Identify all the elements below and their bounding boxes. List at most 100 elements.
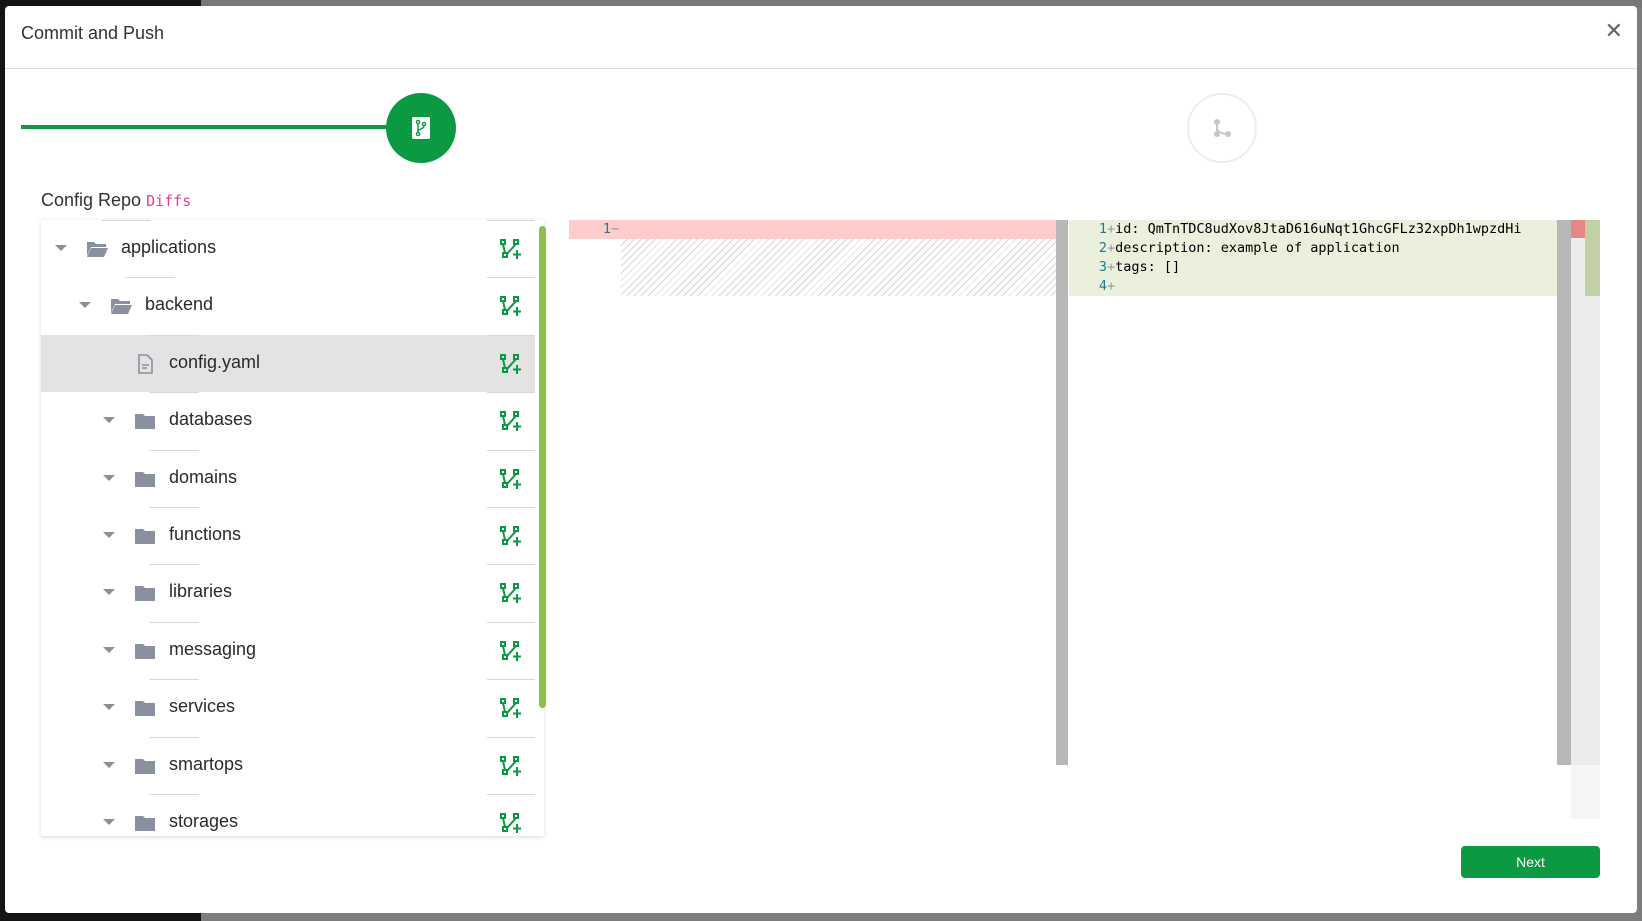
line-text: tags: [] [1115,259,1181,275]
section-title-text: Config Repo [41,190,142,210]
git-branch-plus-icon[interactable] [499,295,523,317]
tree-item-label: domains [169,466,238,487]
git-branch-plus-icon[interactable] [499,582,523,604]
tree-item-label: messaging [169,638,257,659]
tree-item-smartops[interactable]: smartops [41,736,535,794]
diff-marker: + [1107,221,1116,237]
row-divider [487,736,535,738]
row-divider [149,679,199,681]
diff-scrollbar[interactable] [1557,220,1571,819]
file-icon [133,353,157,375]
tree-item-label: functions [169,524,242,544]
file-tree: applications backend config.yaml databases d… [41,220,544,836]
git-branch-plus-icon[interactable] [499,525,523,547]
git-branch-plus-icon[interactable] [499,755,523,777]
git-branch-icon [412,117,430,139]
folder-icon [133,468,157,490]
tree-item-label: storages [169,811,239,831]
git-branch-plus-icon[interactable] [499,468,523,490]
row-divider [125,277,175,279]
diff-original-pane: 1− [569,220,1056,819]
expand-caret-icon[interactable] [55,245,67,251]
tree-item-label: libraries [169,581,233,602]
row-divider [487,564,535,566]
diff-placeholder-hatch [621,239,1056,296]
section-title: Config Repo Diffs [41,190,191,211]
tree-item-label: smartops [169,753,244,774]
row-divider [487,220,535,221]
git-merge-icon [1214,119,1231,137]
diff-line: 1+id: QmTnTDC8udXov8JtaD616uNqt1GhcGFLz3… [1069,220,1557,239]
diff-marker: + [1107,278,1116,294]
tree-item-label: applications [121,237,217,257]
expand-caret-icon[interactable] [103,589,115,596]
diff-editor: 1− 1+id: QmTnTDC8udXov8JtaD616uNqt1GhcGF… [569,220,1600,819]
row-divider [487,621,535,623]
expand-caret-icon[interactable] [103,761,115,768]
tree-item-label: services [169,696,236,717]
tree-item-services[interactable]: services [41,679,535,736]
git-branch-plus-icon[interactable] [499,640,523,662]
step-1-active[interactable] [386,93,456,163]
step-2-pending[interactable] [1187,93,1257,163]
row-divider [149,334,199,336]
tree-item-libraries[interactable]: libraries [41,564,535,621]
background-overlay [201,0,1642,8]
tree-item-label: config.yaml [169,351,261,372]
row-divider [149,621,199,623]
row-divider [149,449,199,451]
expand-caret-icon[interactable] [103,417,115,424]
row-divider [149,564,199,566]
row-divider [101,220,151,221]
tree-item-label: backend [145,294,214,315]
line-number: 1 [1098,221,1107,237]
close-icon[interactable]: ✕ [1604,18,1623,43]
dialog-header: Commit and Push ✕ [5,6,1637,69]
expand-caret-icon[interactable] [103,819,115,825]
diff-line: 4+ [1069,277,1557,296]
tree-item-domains[interactable]: domains [41,449,535,507]
line-number: 1 [602,221,611,237]
folder-icon [133,525,157,547]
git-branch-plus-icon[interactable] [499,238,523,260]
row-divider [149,736,199,738]
line-text: description: example of application [1115,240,1400,256]
diff-overview-ruler [1571,220,1600,819]
stepper-progress [21,125,389,129]
expand-caret-icon[interactable] [103,532,115,538]
folder-icon [133,755,157,777]
tree-item-storages[interactable]: storages [41,794,535,836]
tree-item-databases[interactable]: databases [41,392,535,449]
tree-item-applications[interactable]: applications [41,220,535,277]
expand-caret-icon[interactable] [103,646,115,653]
expand-caret-icon[interactable] [79,302,91,309]
folder-open-icon [85,238,109,260]
expand-caret-icon[interactable] [103,704,115,711]
tree-item-config-yaml[interactable]: config.yaml [41,334,535,392]
git-branch-plus-icon[interactable] [499,697,523,719]
row-divider [487,507,535,508]
git-branch-plus-icon[interactable] [499,353,523,375]
folder-open-icon [109,295,133,317]
expand-caret-icon[interactable] [103,474,115,481]
dialog-title: Commit and Push [21,23,165,43]
folder-icon [133,582,157,604]
line-number: 3 [1098,259,1107,275]
diff-marker: + [1107,240,1116,256]
tree-scrollbar[interactable] [539,226,546,708]
row-divider [487,449,535,451]
tree-item-functions[interactable]: functions [41,507,535,564]
tree-item-messaging[interactable]: messaging [41,621,535,679]
diff-line: 1− [569,220,1056,239]
next-button[interactable]: Next [1461,846,1600,878]
folder-icon [133,812,157,834]
git-branch-plus-icon[interactable] [499,812,523,834]
commit-push-dialog: Commit and Push ✕ Config Repo Diffs appl… [5,6,1637,913]
diff-splitter[interactable] [1056,220,1068,819]
diff-line: 3+tags: [] [1069,258,1557,277]
git-branch-plus-icon[interactable] [499,410,523,432]
row-divider [487,277,535,279]
tree-item-backend[interactable]: backend [41,277,535,334]
folder-icon [133,697,157,719]
row-divider [487,392,535,394]
